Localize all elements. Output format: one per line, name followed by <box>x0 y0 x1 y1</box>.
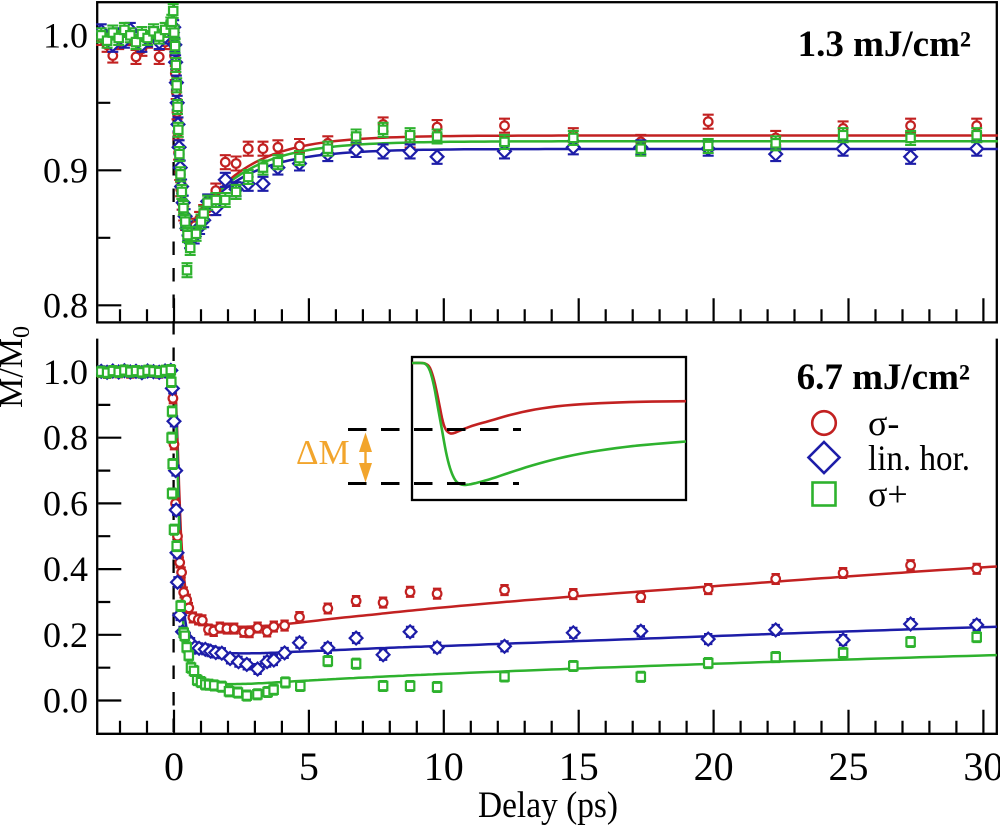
svg-text:1.0: 1.0 <box>43 352 88 392</box>
svg-text:15: 15 <box>559 744 599 789</box>
svg-text:0.8: 0.8 <box>43 418 88 458</box>
svg-text:1.0: 1.0 <box>43 15 88 55</box>
svg-text:M/M0: M/M0 <box>0 326 35 408</box>
svg-text:0.9: 0.9 <box>43 150 88 190</box>
svg-text:6.7 mJ/cm²: 6.7 mJ/cm² <box>797 357 970 398</box>
svg-text:0.4: 0.4 <box>43 549 88 589</box>
svg-text:1.3 mJ/cm²: 1.3 mJ/cm² <box>798 24 971 65</box>
svg-text:0.0: 0.0 <box>43 681 88 721</box>
svg-text:0: 0 <box>164 744 184 789</box>
svg-text:Delay (ps): Delay (ps) <box>478 785 618 825</box>
svg-text:ΔM: ΔM <box>296 433 350 472</box>
svg-text:0.6: 0.6 <box>43 483 88 523</box>
svg-text:0.2: 0.2 <box>43 615 88 655</box>
svg-text:σ-: σ- <box>868 403 899 443</box>
svg-text:0.8: 0.8 <box>43 285 88 325</box>
svg-text:30: 30 <box>963 744 1000 789</box>
svg-text:20: 20 <box>694 744 734 789</box>
svg-text:5: 5 <box>299 744 319 789</box>
svg-text:σ+: σ+ <box>868 474 908 514</box>
svg-text:lin. hor.: lin. hor. <box>868 438 970 478</box>
svg-text:10: 10 <box>424 744 464 789</box>
svg-text:25: 25 <box>829 744 869 789</box>
